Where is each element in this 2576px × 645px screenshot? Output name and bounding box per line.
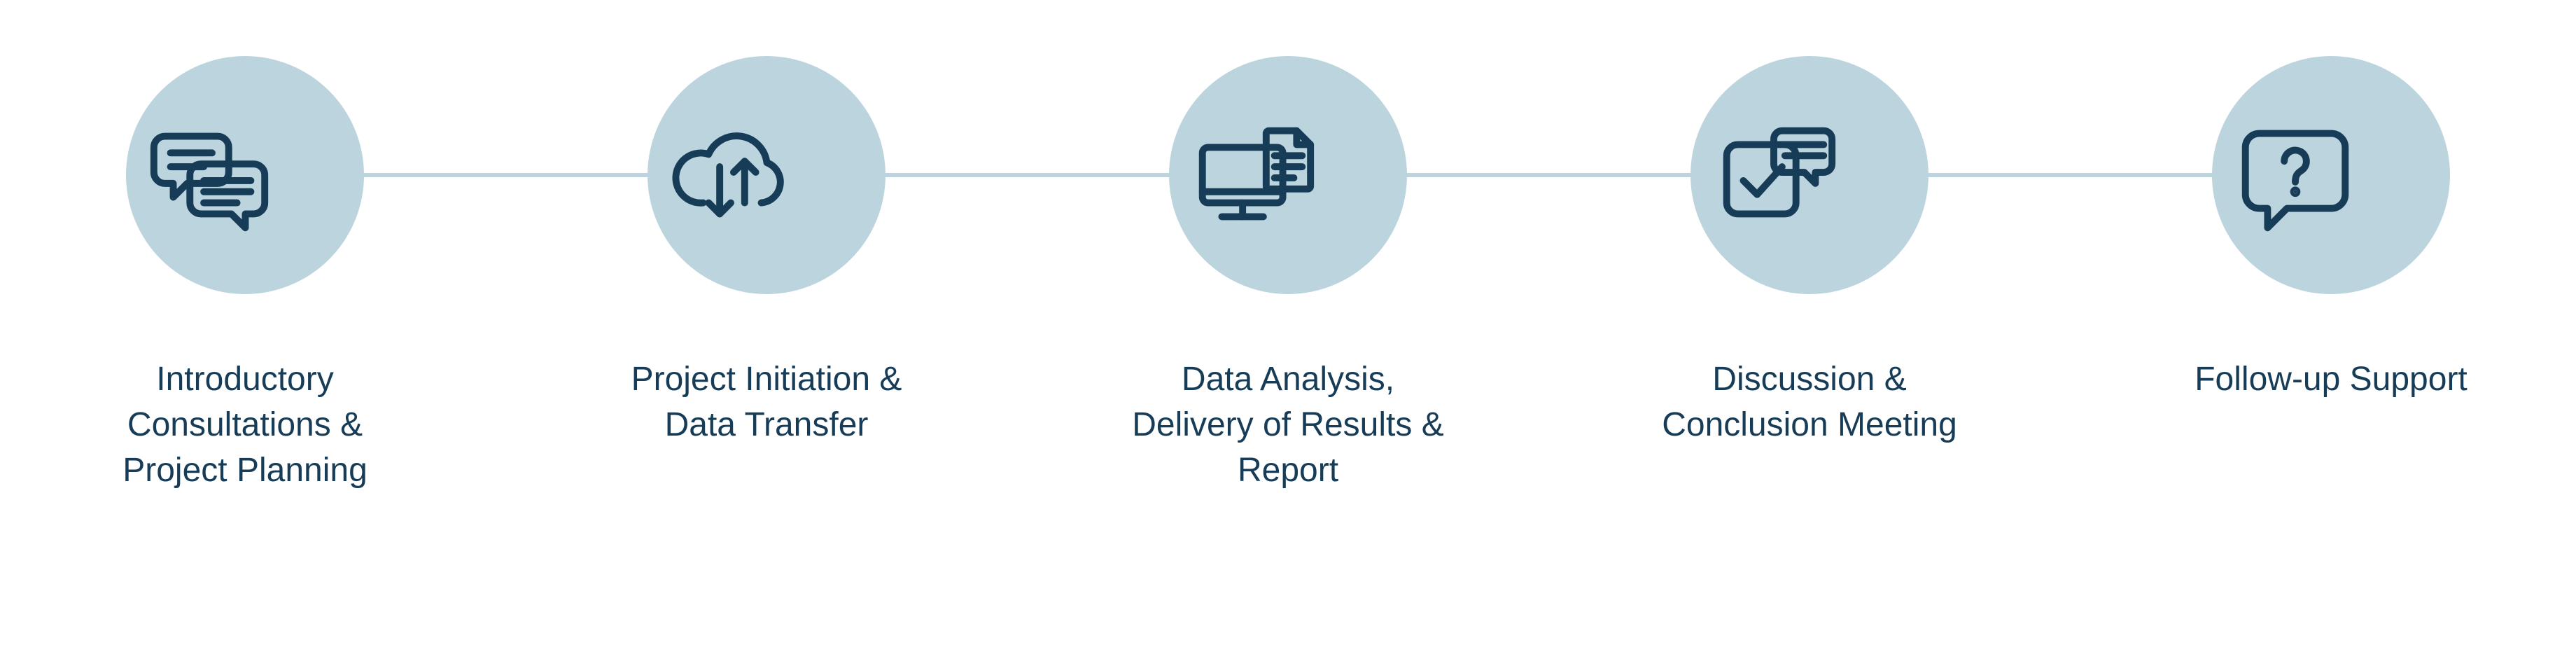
step-label: Introductory Consultations & Project Pla… bbox=[55, 357, 435, 493]
chat-bubbles-icon bbox=[140, 106, 350, 244]
step-circle bbox=[1169, 56, 1407, 294]
computer-report-icon bbox=[1183, 106, 1393, 244]
step-consultations: Introductory Consultations & Project Pla… bbox=[126, 56, 364, 493]
step-analysis: Data Analysis, Delivery of Results & Rep… bbox=[1169, 56, 1407, 493]
step-circle bbox=[2212, 56, 2450, 294]
check-message-icon bbox=[1704, 106, 1914, 244]
step-circle bbox=[1690, 56, 1928, 294]
step-label: Discussion & Conclusion Meeting bbox=[1619, 357, 2000, 448]
step-followup: Follow-up Support bbox=[2212, 56, 2450, 403]
step-label: Data Analysis, Delivery of Results & Rep… bbox=[1098, 357, 1478, 493]
step-label: Follow-up Support bbox=[2141, 357, 2521, 403]
cloud-transfer-icon bbox=[662, 106, 872, 244]
process-flow-diagram: Introductory Consultations & Project Pla… bbox=[0, 0, 2576, 645]
steps-row: Introductory Consultations & Project Pla… bbox=[126, 56, 2450, 493]
step-circle bbox=[648, 56, 886, 294]
question-bubble-icon bbox=[2226, 106, 2436, 244]
step-initiation: Project Initiation & Data Transfer bbox=[648, 56, 886, 448]
step-discussion: Discussion & Conclusion Meeting bbox=[1690, 56, 1928, 448]
step-label: Project Initiation & Data Transfer bbox=[576, 357, 957, 448]
step-circle bbox=[126, 56, 364, 294]
